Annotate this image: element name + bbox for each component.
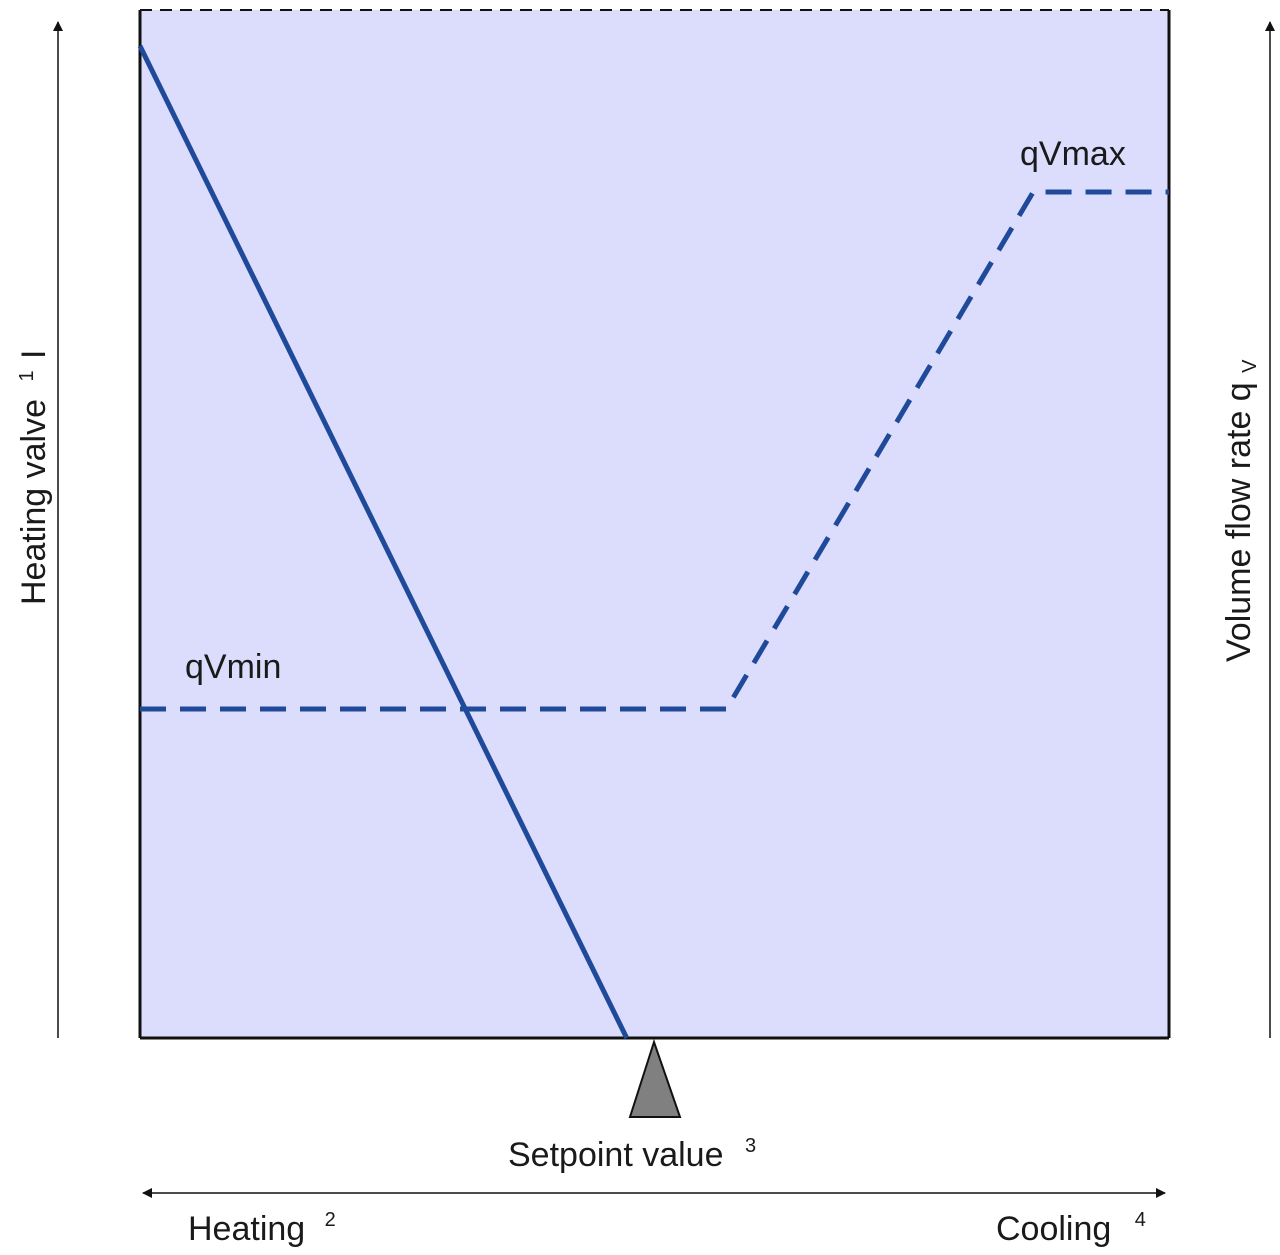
qvmin-label: qVmin (185, 648, 281, 686)
qvmax-label: qVmax (1020, 135, 1126, 173)
volume-flow-dashed-line (140, 189, 1169, 712)
setpoint-marker (628, 1038, 682, 1118)
right-axis-label: Volume flow rate q V (1220, 359, 1261, 662)
heating-valve-line (137, 44, 629, 1040)
left-axis-label: Heating valve 1 I (3, 350, 53, 606)
cooling-label: Cooling 4 (996, 1209, 1146, 1248)
setpoint-label: Setpoint value 3 (508, 1135, 756, 1174)
heating-label: Heating 2 (188, 1209, 336, 1248)
diagram-panel (140, 10, 1169, 1038)
